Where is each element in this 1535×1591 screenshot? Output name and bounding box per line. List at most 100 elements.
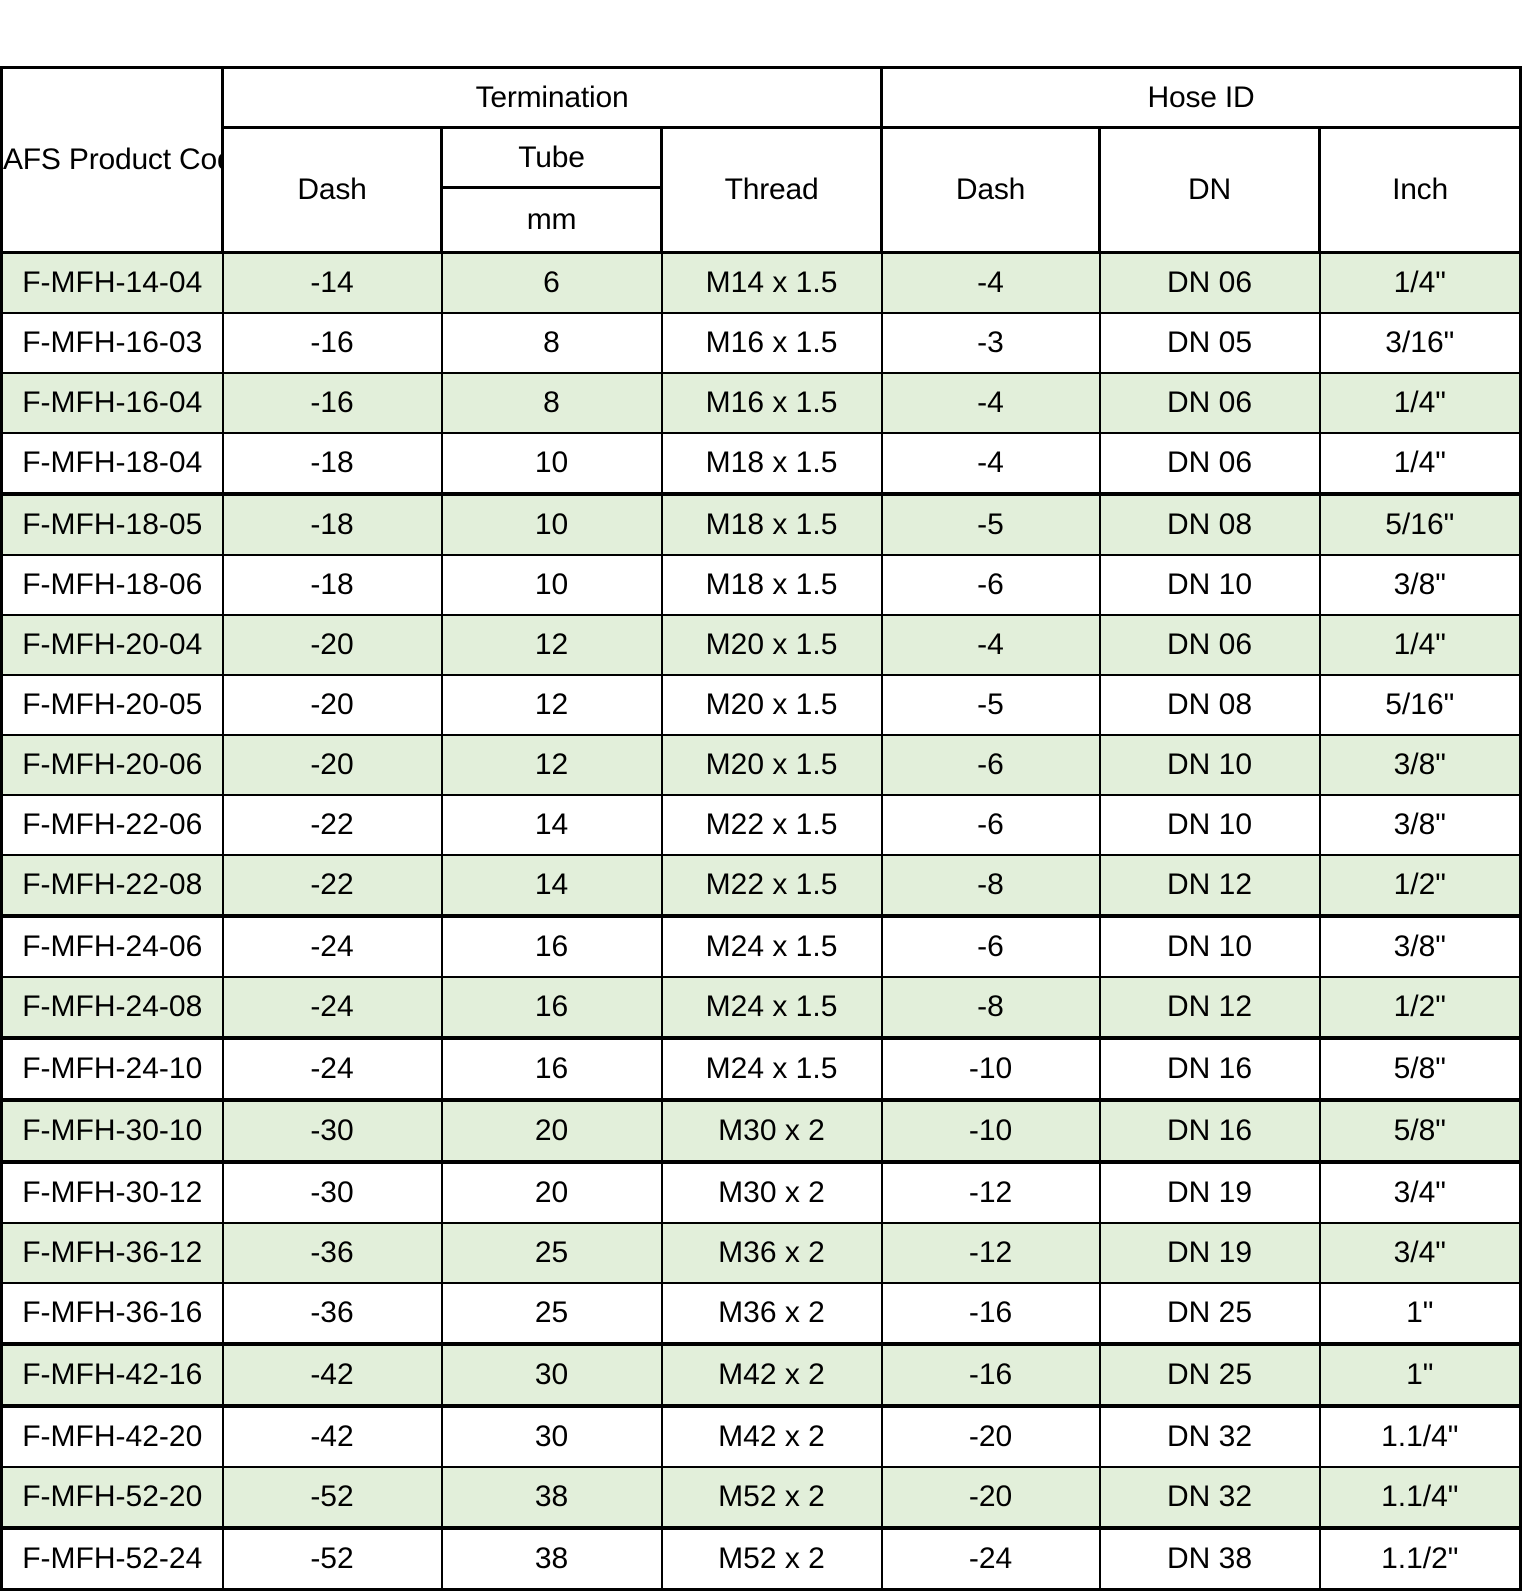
cell-hose-dn: DN 10 — [1098, 915, 1321, 978]
table-row: F-MFH-30-12 -30 20 M30 x 2 -12 DN 19 3/4" — [0, 1161, 1522, 1224]
cell-termination-thread: M18 x 1.5 — [660, 493, 883, 556]
table-row: F-MFH-18-05 -18 10 M18 x 1.5 -5 DN 08 5/16" — [0, 493, 1522, 556]
cell-hose-dn: DN 10 — [1098, 734, 1321, 796]
cell-termination-tube-mm: 6 — [440, 251, 663, 314]
table-row: F-MFH-24-06 -24 16 M24 x 1.5 -6 DN 10 3/8" — [0, 915, 1522, 978]
cell-termination-tube-mm: 16 — [440, 1037, 663, 1102]
cell-termination-thread: M18 x 1.5 — [660, 432, 883, 496]
cell-hose-dash: -12 — [880, 1161, 1101, 1224]
cell-hose-inch: 5/8" — [1318, 1099, 1522, 1164]
cell-termination-dash: -20 — [221, 674, 443, 736]
cell-hose-inch: 1/4" — [1318, 251, 1522, 314]
cell-termination-thread: M22 x 1.5 — [660, 854, 883, 918]
cell-hose-dn: DN 10 — [1098, 554, 1321, 616]
cell-termination-dash: -36 — [221, 1222, 443, 1284]
cell-termination-dash: -16 — [221, 312, 443, 374]
table-row: F-MFH-36-12 -36 25 M36 x 2 -12 DN 19 3/4" — [0, 1222, 1522, 1284]
cell-hose-dash: -4 — [880, 251, 1101, 314]
cell-hose-inch: 1/4" — [1318, 432, 1522, 496]
cell-termination-thread: M22 x 1.5 — [660, 794, 883, 856]
cell-termination-thread: M24 x 1.5 — [660, 915, 883, 978]
cell-termination-dash: -14 — [221, 251, 443, 314]
cell-product-code: F-MFH-18-04 — [0, 432, 224, 496]
cell-hose-dash: -3 — [880, 312, 1101, 374]
cell-termination-dash: -24 — [221, 976, 443, 1040]
cell-termination-thread: M36 x 2 — [660, 1222, 883, 1284]
table-row: F-MFH-52-24 -52 38 M52 x 2 -24 DN 38 1.1/2" — [0, 1527, 1522, 1591]
cell-hose-dash: -4 — [880, 614, 1101, 676]
cell-hose-inch: 3/8" — [1318, 915, 1522, 978]
cell-hose-dn: DN 10 — [1098, 794, 1321, 856]
cell-hose-inch: 1/4" — [1318, 614, 1522, 676]
cell-termination-dash: -42 — [221, 1405, 443, 1468]
cell-product-code: F-MFH-36-16 — [0, 1282, 224, 1346]
table-body: F-MFH-14-04 -14 6 M14 x 1.5 -4 DN 06 1/4" F-MFH… — [0, 251, 1522, 1591]
cell-hose-dn: DN 06 — [1098, 251, 1321, 314]
table-row: F-MFH-22-06 -22 14 M22 x 1.5 -6 DN 10 3/8" — [0, 794, 1522, 856]
cell-hose-inch: 3/16" — [1318, 312, 1522, 374]
cell-hose-dn: DN 06 — [1098, 372, 1321, 434]
cell-hose-dn: DN 08 — [1098, 493, 1321, 556]
cell-product-code: F-MFH-20-06 — [0, 734, 224, 796]
table-row: F-MFH-42-16 -42 30 M42 x 2 -16 DN 25 1" — [0, 1343, 1522, 1408]
cell-termination-tube-mm: 14 — [440, 854, 663, 918]
cell-hose-inch: 3/8" — [1318, 794, 1522, 856]
cell-termination-tube-mm: 14 — [440, 794, 663, 856]
header-termination-tube: Tube — [440, 126, 663, 189]
header-termination-thread: Thread — [659, 126, 884, 254]
table-row: F-MFH-22-08 -22 14 M22 x 1.5 -8 DN 12 1/2" — [0, 854, 1522, 918]
cell-product-code: F-MFH-22-08 — [0, 854, 224, 918]
cell-hose-dash: -8 — [880, 976, 1101, 1040]
cell-hose-dash: -16 — [880, 1282, 1101, 1346]
cell-termination-dash: -18 — [221, 493, 443, 556]
table-header: AFS Product Code Termination Hose ID Das… — [0, 66, 1523, 254]
cell-termination-tube-mm: 10 — [440, 554, 663, 616]
cell-termination-dash: -52 — [221, 1527, 443, 1591]
cell-hose-inch: 5/16" — [1318, 674, 1522, 736]
cell-termination-dash: -22 — [221, 794, 443, 856]
cell-termination-thread: M18 x 1.5 — [660, 554, 883, 616]
cell-hose-dash: -6 — [880, 915, 1101, 978]
cell-product-code: F-MFH-18-06 — [0, 554, 224, 616]
cell-hose-inch: 3/4" — [1318, 1161, 1522, 1224]
cell-hose-dn: DN 12 — [1098, 976, 1321, 1040]
cell-hose-inch: 5/8" — [1318, 1037, 1522, 1102]
cell-termination-thread: M36 x 2 — [660, 1282, 883, 1346]
cell-hose-dn: DN 05 — [1098, 312, 1321, 374]
cell-termination-tube-mm: 38 — [440, 1466, 663, 1530]
cell-hose-inch: 5/16" — [1318, 493, 1522, 556]
cell-termination-dash: -36 — [221, 1282, 443, 1346]
cell-termination-dash: -18 — [221, 554, 443, 616]
cell-termination-dash: -20 — [221, 614, 443, 676]
cell-hose-dn: DN 06 — [1098, 614, 1321, 676]
header-termination-dash: Dash — [221, 126, 443, 254]
table-row: F-MFH-42-20 -42 30 M42 x 2 -20 DN 32 1.1/4" — [0, 1405, 1522, 1468]
cell-termination-thread: M30 x 2 — [660, 1161, 883, 1224]
header-row-sub-b: mm — [2, 186, 1521, 254]
spec-table-sheet: AFS Product Code Termination Hose ID Das… — [0, 66, 1523, 1591]
table-row: F-MFH-30-10 -30 20 M30 x 2 -10 DN 16 5/8" — [0, 1099, 1522, 1164]
table-row: F-MFH-20-05 -20 12 M20 x 1.5 -5 DN 08 5/16" — [0, 674, 1522, 736]
cell-product-code: F-MFH-16-03 — [0, 312, 224, 374]
header-hose-dn: DN — [1098, 126, 1322, 254]
cell-termination-dash: -30 — [221, 1161, 443, 1224]
cell-termination-thread: M30 x 2 — [660, 1099, 883, 1164]
cell-hose-dn: DN 06 — [1098, 432, 1321, 496]
cell-hose-dash: -5 — [880, 674, 1101, 736]
cell-hose-inch: 1/2" — [1318, 854, 1522, 918]
cell-hose-dn: DN 32 — [1098, 1466, 1321, 1530]
cell-hose-dash: -12 — [880, 1222, 1101, 1284]
cell-hose-dash: -24 — [880, 1527, 1101, 1591]
cell-termination-thread: M52 x 2 — [660, 1527, 883, 1591]
cell-hose-dn: DN 16 — [1098, 1099, 1321, 1164]
table-row: F-MFH-20-06 -20 12 M20 x 1.5 -6 DN 10 3/8" — [0, 734, 1522, 796]
cell-hose-dash: -6 — [880, 794, 1101, 856]
cell-termination-tube-mm: 8 — [440, 372, 663, 434]
cell-product-code: F-MFH-18-05 — [0, 493, 224, 556]
cell-termination-tube-mm: 30 — [440, 1343, 663, 1408]
cell-hose-dash: -4 — [880, 432, 1101, 496]
cell-termination-tube-mm: 25 — [440, 1282, 663, 1346]
cell-hose-dn: DN 19 — [1098, 1161, 1321, 1224]
cell-product-code: F-MFH-14-04 — [0, 251, 224, 314]
cell-product-code: F-MFH-22-06 — [0, 794, 224, 856]
